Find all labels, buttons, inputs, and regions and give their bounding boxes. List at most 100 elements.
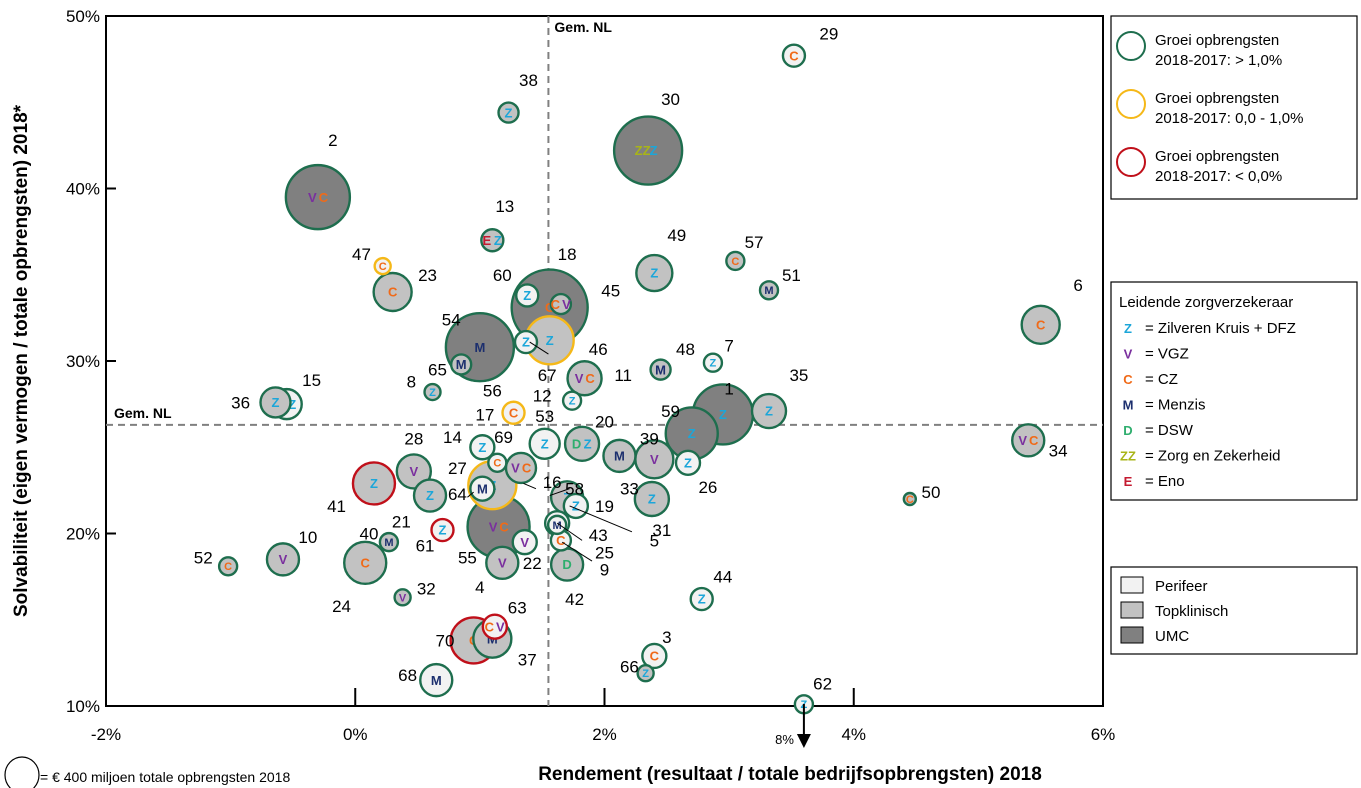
- type-legend-label-0: Perifeer: [1155, 578, 1208, 595]
- bubble-28: V: [395, 453, 433, 490]
- insurer-code-49-0: Z: [650, 266, 658, 281]
- plot-area: [105, 15, 1104, 707]
- offscale-label: 8%: [775, 732, 794, 747]
- insurer-code-18-0: C: [545, 300, 555, 315]
- growth-legend-line1-0: Groei opbrengsten: [1155, 32, 1279, 49]
- bubble-7: Z: [702, 352, 724, 373]
- insurer-code-14-0: Z: [478, 440, 486, 455]
- insurer-code-41-0: Z: [370, 476, 378, 491]
- bubble-circle-49: [635, 253, 674, 293]
- bubble-label-54: 54: [442, 311, 461, 330]
- bubble-circle-6: [1020, 304, 1061, 345]
- insurer-code-11-1: C: [585, 371, 595, 386]
- insurer-code-60-0: Z: [523, 288, 531, 303]
- insurer-legend-label-4: = DSW: [1145, 422, 1194, 439]
- bubble-label-67: 67: [538, 366, 557, 385]
- reference-label-y: Gem. NL: [114, 405, 172, 421]
- bubble-19: Z: [562, 492, 590, 520]
- bubble-label-17: 17: [475, 405, 494, 424]
- insurer-legend-code-2: C: [1123, 372, 1133, 387]
- insurer-legend-label-6: = Eno: [1145, 473, 1185, 490]
- bubble-label-4: 4: [475, 578, 484, 597]
- bubble-12: Z: [561, 390, 583, 411]
- bubble-label-9: 9: [600, 561, 609, 580]
- y-tick-label-4: 50%: [66, 7, 100, 26]
- insurer-code-4-0: V: [489, 519, 498, 534]
- bubble-label-46: 46: [589, 340, 608, 359]
- bubble-label-24: 24: [332, 597, 351, 616]
- insurer-code-2-1: C: [319, 190, 329, 205]
- insurer-code-33-0: M: [614, 449, 625, 464]
- bubble-label-6: 6: [1073, 276, 1082, 295]
- insurer-code-34-0: V: [1018, 433, 1027, 448]
- bubble-label-11: 11: [614, 366, 632, 385]
- bubble-circle-17: [501, 400, 526, 425]
- bubble-circle-60: [515, 283, 540, 308]
- growth-legend-swatch-low: [1116, 147, 1146, 177]
- bubble-label-35: 35: [789, 366, 808, 385]
- bubble-label-58: 58: [565, 480, 584, 499]
- bubble-circle-36: [259, 386, 292, 419]
- insurer-code-23-0: C: [388, 285, 398, 300]
- insurer-legend-code-1: V: [1124, 347, 1133, 362]
- insurer-code-69-0: C: [493, 458, 501, 470]
- insurer-code-50-0: C: [906, 494, 914, 506]
- bubble-label-27: 27: [448, 459, 467, 478]
- bubble-label-53: 53: [535, 407, 554, 426]
- bubble-40: M: [378, 531, 400, 553]
- bubble-label-22: 22: [523, 554, 542, 573]
- type-legend-swatch-umc: [1120, 626, 1144, 644]
- insurer-legend-label-1: = VGZ: [1145, 346, 1189, 363]
- bubble-label-55: 55: [458, 549, 477, 568]
- bubble-label-10: 10: [298, 528, 317, 547]
- bubble-label-3: 3: [662, 628, 671, 647]
- bubble-label-16: 16: [543, 473, 562, 492]
- bubble-3: C: [641, 642, 668, 670]
- growth-legend-swatch-high: [1116, 31, 1146, 61]
- insurer-code-10-0: V: [279, 552, 288, 567]
- x-tick-label-2: 2%: [592, 725, 617, 744]
- bubble-label-8: 8: [407, 373, 416, 392]
- insurer-code-52-0: C: [224, 561, 232, 573]
- bubble-circle-48: [649, 358, 672, 381]
- bubble-label-52: 52: [194, 549, 213, 568]
- insurer-code-67-0: Z: [522, 335, 530, 350]
- insurer-code-28-0: V: [409, 464, 418, 479]
- reference-lines: Gem. NL Gem. NL: [106, 16, 1103, 706]
- insurer-legend-code-5: ZZ: [1120, 449, 1136, 464]
- bubble-label-40: 40: [359, 525, 378, 544]
- insurer-code-16-0: V: [511, 461, 520, 476]
- insurer-code-64-0: M: [477, 481, 488, 496]
- bubble-circle-61: [430, 517, 455, 543]
- insurer-code-35-0: Z: [765, 404, 773, 419]
- bubble-circle-20: [563, 425, 601, 462]
- bubble-circle-22: [511, 528, 538, 556]
- type-legend-swatch-perifeer: [1120, 576, 1144, 594]
- bubble-circle-67: [513, 329, 539, 355]
- bubble-circle-11: [566, 360, 603, 397]
- bubble-label-59: 59: [661, 402, 680, 421]
- bubble-circle-65: [449, 353, 473, 376]
- insurer-legend-code-6: E: [1124, 474, 1133, 489]
- bubble-circle-7: [702, 352, 724, 373]
- bubble-24: C: [343, 540, 388, 586]
- bubble-31: Z: [633, 480, 671, 518]
- bubble-circle-8: [423, 382, 442, 402]
- callout-line-0: [529, 341, 549, 355]
- bubble-circle-31: [633, 480, 671, 518]
- bubble-64: M: [469, 475, 496, 502]
- insurer-code-22-0: V: [520, 535, 529, 550]
- insurer-code-66-0: Z: [642, 668, 649, 680]
- bubble-33: M: [602, 438, 637, 474]
- insurer-code-15-1: Z: [288, 397, 296, 412]
- callout-line-6: [523, 483, 537, 490]
- type-legend-label-1: Topklinisch: [1155, 603, 1228, 620]
- insurer-code-61-0: Z: [439, 523, 447, 538]
- bubble-circle-66: [636, 664, 655, 683]
- x-tick-label-3: 4%: [841, 725, 866, 744]
- insurer-code-9-0: C: [556, 533, 566, 548]
